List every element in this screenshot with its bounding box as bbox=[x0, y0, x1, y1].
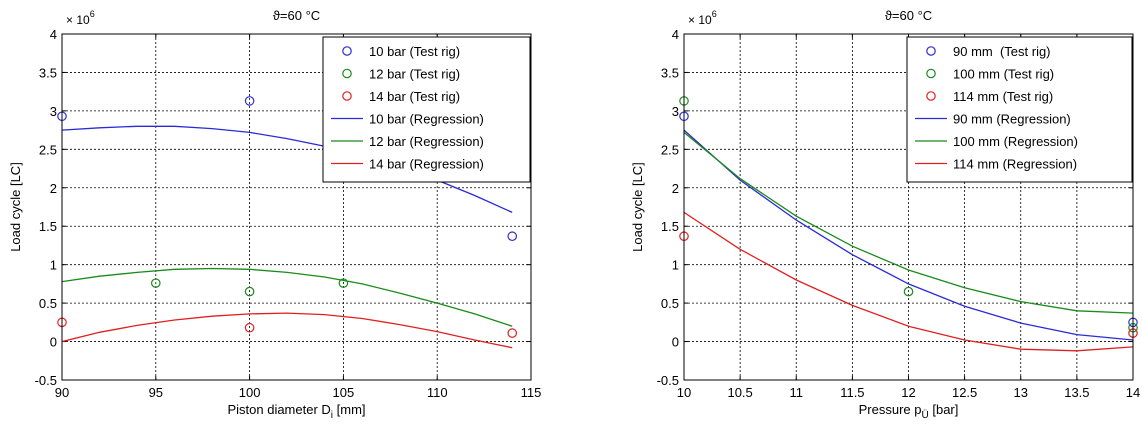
y-tick-label: 3 bbox=[50, 104, 57, 119]
data-point bbox=[903, 286, 914, 297]
x-axis-label: Piston diameter Di [mm] bbox=[227, 402, 365, 421]
chart-2: 10 10.5 11 11.5 12 12.5 13 13.5 14-0.500.511.522… bbox=[630, 8, 1140, 421]
data-point bbox=[244, 286, 255, 297]
y-tick-label: 0 bbox=[672, 335, 679, 350]
x-tick-label: 12.5 bbox=[952, 385, 977, 400]
y-tick-label: 2 bbox=[50, 181, 57, 196]
data-point bbox=[338, 278, 349, 288]
x-tick-label: 11 bbox=[790, 385, 804, 400]
y-axis-label: Load cycle [LC] bbox=[8, 162, 23, 252]
y-tick-label: -0.5 bbox=[35, 373, 57, 388]
series-line-5 bbox=[684, 131, 1133, 314]
legend-entry-label: 114 mm (Test rig) bbox=[953, 89, 1053, 104]
y-tick-label: 3.5 bbox=[661, 65, 679, 80]
x-axis-label: Pressure pÜ [bar] bbox=[859, 402, 959, 421]
chart-title: ϑ=60 °C bbox=[885, 8, 932, 23]
series-line-4 bbox=[684, 129, 1133, 341]
x-tick-label: 14 bbox=[1126, 385, 1140, 400]
x-tick-label: 95 bbox=[149, 385, 163, 400]
legend-marker-swatch bbox=[926, 91, 936, 101]
y-tick-label: 2.5 bbox=[661, 142, 679, 157]
chart-1: 90 95 100 105 110 115 -0.5 0 0.5 1 1.5 2 2.5 3 3.5 4 ϑ=6… bbox=[8, 8, 541, 421]
legend-entry-label: 114 mm (Regression) bbox=[953, 157, 1077, 172]
x-tick-label: 10 bbox=[677, 385, 691, 400]
y-tick-label: -0.5 bbox=[657, 373, 679, 388]
x-tick-label: 100 bbox=[239, 385, 261, 400]
legend: 10 bar (Test rig) 12 bar (Test rig) 14 bar… bbox=[322, 36, 531, 183]
x-tick-label: 12 bbox=[901, 385, 915, 400]
legend-entry-label: 10 bar (Test rig) bbox=[369, 44, 460, 59]
x-tick-label: 90 bbox=[55, 385, 69, 400]
legend-entry-label: 100 mm (Regression) bbox=[953, 134, 1078, 149]
y-tick-label: 4 bbox=[672, 27, 679, 42]
legend-marker-swatch bbox=[342, 91, 352, 101]
data-point bbox=[507, 231, 518, 242]
legend-entry-label: 90 mm (Regression) bbox=[953, 112, 1071, 127]
legend-marker-swatch bbox=[926, 68, 936, 79]
legend-entry-label: 14 bar (Test rig) bbox=[369, 89, 460, 104]
y-tick-label: 0.5 bbox=[39, 296, 57, 311]
data-point bbox=[151, 278, 161, 288]
data-point bbox=[244, 96, 255, 106]
legend-marker-swatch bbox=[342, 46, 352, 56]
y-tick-label: 4 bbox=[50, 27, 57, 42]
y-tick-label: 3 bbox=[672, 104, 679, 119]
x-tick-label: 10.5 bbox=[727, 385, 752, 400]
y-axis-multiplier: × 106 bbox=[66, 9, 95, 27]
legend-entry-label: 12 bar (Test rig) bbox=[369, 67, 460, 82]
series-line-5 bbox=[62, 267, 513, 327]
chart-title: ϑ=60 °C bbox=[273, 8, 320, 23]
x-tick-label: 105 bbox=[333, 385, 355, 400]
legend-box bbox=[906, 36, 1133, 183]
legend-box bbox=[322, 36, 531, 183]
legend-marker-swatch bbox=[926, 46, 936, 56]
y-tick-label: 1.5 bbox=[39, 219, 57, 234]
legend-entry-label: 14 bar (Regression) bbox=[369, 157, 484, 172]
data-point bbox=[244, 322, 255, 333]
y-tick-label: 2 bbox=[672, 181, 679, 196]
x-tick-label: 110 bbox=[427, 385, 448, 400]
y-axis-label: Load cycle [LC] bbox=[630, 162, 645, 252]
y-tick-label: 3.5 bbox=[39, 65, 57, 80]
legend-entry-label: 100 mm (Test rig) bbox=[953, 67, 1054, 82]
data-point bbox=[507, 328, 518, 338]
y-tick-label: 1.5 bbox=[661, 219, 679, 234]
series-line-6 bbox=[62, 312, 513, 349]
legend-entry-label: 90 mm (Test rig) bbox=[953, 44, 1051, 59]
axes-frame bbox=[61, 33, 532, 381]
y-tick-label: 0 bbox=[50, 335, 57, 350]
series-line-6 bbox=[684, 211, 1133, 352]
axes-frame bbox=[683, 33, 1134, 381]
x-tick-label: 13 bbox=[1014, 385, 1028, 400]
x-tick-label: 115 bbox=[521, 385, 542, 400]
legend-entry-label: 10 bar (Regression) bbox=[369, 112, 484, 127]
y-tick-label: 1 bbox=[672, 258, 679, 273]
y-tick-label: 0.5 bbox=[661, 296, 679, 311]
legend: 90 mm (Test rig) 100 mm (Test rig) 114 mm … bbox=[906, 36, 1133, 183]
legend-marker-swatch bbox=[342, 68, 352, 79]
x-tick-label: 13.5 bbox=[1064, 385, 1089, 400]
y-axis-multiplier: × 106 bbox=[688, 9, 717, 27]
x-tick-label: 11.5 bbox=[840, 385, 864, 400]
y-tick-label: 2.5 bbox=[39, 142, 57, 157]
y-tick-label: 1 bbox=[50, 258, 57, 273]
legend-entry-label: 12 bar (Regression) bbox=[369, 134, 484, 149]
